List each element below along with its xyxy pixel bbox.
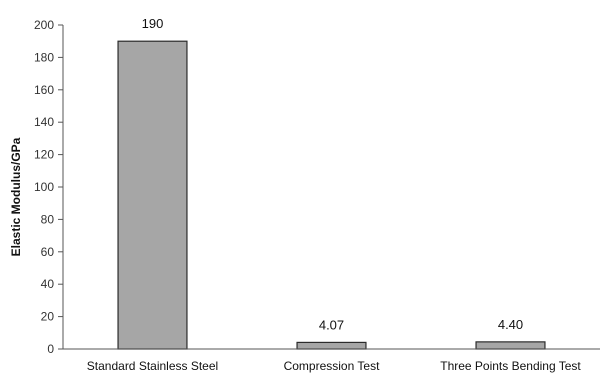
- y-tick-label: 20: [41, 310, 55, 324]
- bar: [475, 341, 546, 350]
- bar: [117, 40, 188, 350]
- y-tick-label: 200: [34, 18, 54, 32]
- y-tick-label: 160: [34, 83, 54, 97]
- y-axis: 0 20 40 60 80 100 120 140 160 180 200: [34, 18, 63, 356]
- bar: [296, 341, 367, 350]
- y-tick-label: 0: [47, 342, 54, 356]
- y-tick-label: 60: [41, 245, 55, 259]
- data-labels: 190 4.07 4.40: [142, 16, 524, 332]
- y-tick-label: 180: [34, 50, 54, 64]
- x-tick-label: Standard Stainless Steel: [87, 359, 218, 373]
- y-tick-label: 120: [34, 148, 54, 162]
- data-label: 4.40: [498, 317, 523, 332]
- data-label: 190: [142, 16, 164, 31]
- x-axis: Standard Stainless Steel Compression Test…: [87, 359, 582, 373]
- bars: [117, 40, 546, 350]
- y-tick-label: 40: [41, 277, 55, 291]
- y-axis-title: Elastic Modulus/GPa: [9, 137, 23, 256]
- y-tick-label: 100: [34, 180, 54, 194]
- x-tick-label: Compression Test: [284, 359, 380, 373]
- y-tick-label: 140: [34, 115, 54, 129]
- x-tick-label: Three Points Bending Test: [440, 359, 581, 373]
- y-tick-label: 80: [41, 212, 55, 226]
- data-label: 4.07: [319, 317, 344, 332]
